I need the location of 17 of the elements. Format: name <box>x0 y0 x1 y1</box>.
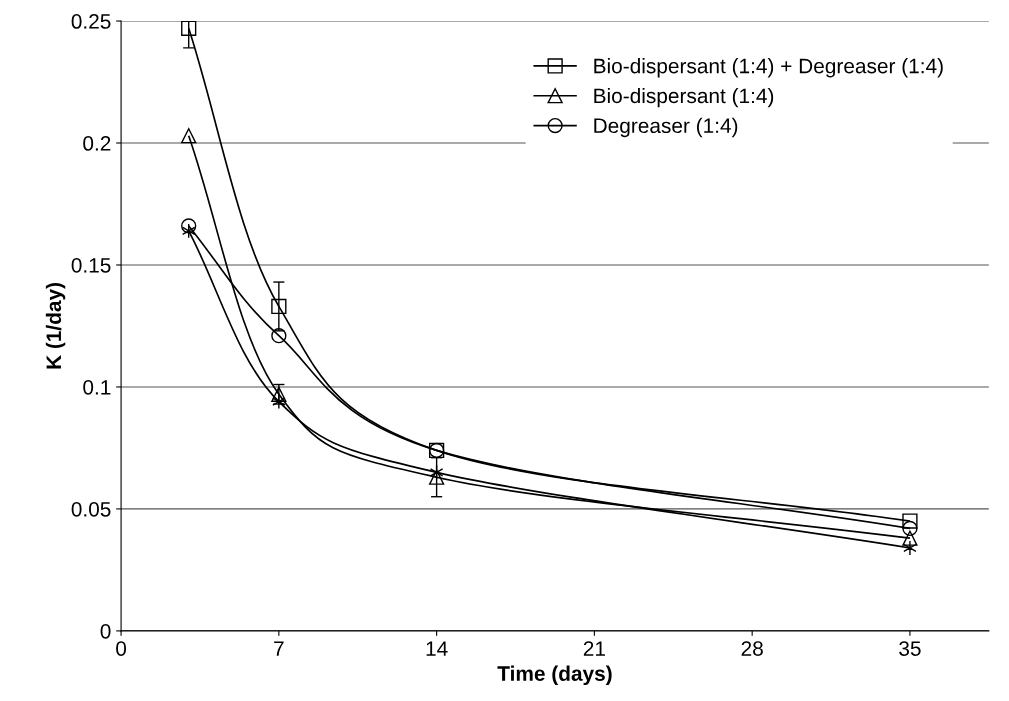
x-tick-label: 28 <box>741 641 763 656</box>
x-tick-label: 35 <box>899 641 921 656</box>
y-axis-title: K (1/day) <box>45 283 66 369</box>
y-tick-label: 0.05 <box>71 501 111 517</box>
y-tick-label: 0.2 <box>83 136 111 151</box>
y-tick-label: 0.25 <box>71 14 111 29</box>
legend-label: Bio-dispersant (1:4) <box>594 87 774 108</box>
x-tick-label: 0 <box>116 641 127 656</box>
x-tick-label: 7 <box>274 641 284 656</box>
y-tick-label: 0 <box>100 623 111 639</box>
x-axis-title: Time (days) <box>497 665 612 686</box>
y-tick-label: 0.1 <box>83 379 111 395</box>
x-tick-label: 21 <box>583 641 605 656</box>
y-tick-label: 0.15 <box>71 257 111 273</box>
legend-label: Degreaser (1:4) <box>594 117 738 138</box>
x-tick-label: 14 <box>426 641 448 656</box>
legend-label: Bio-dispersant (1:4) + Degreaser (1:4) <box>594 58 943 78</box>
